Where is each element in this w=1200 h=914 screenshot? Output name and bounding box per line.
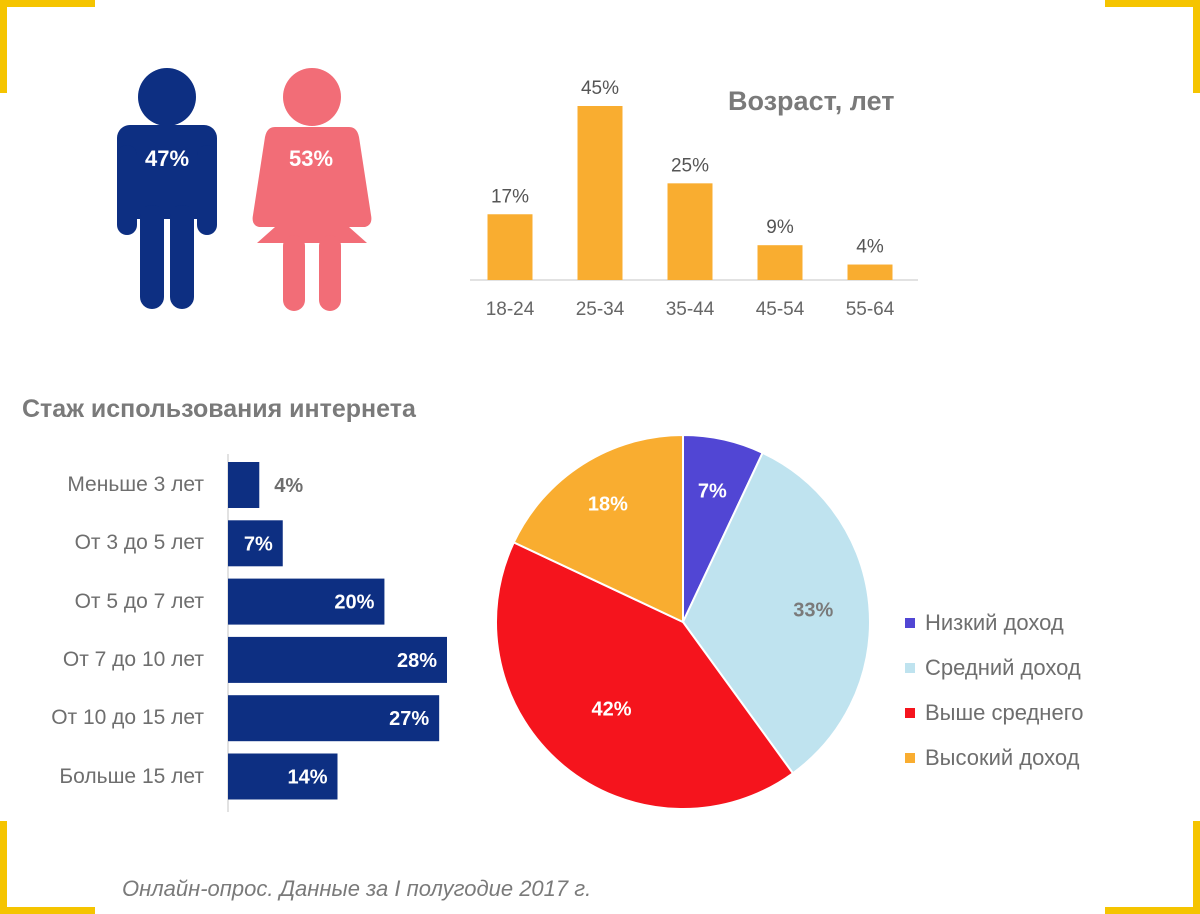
legend-label-high: Высокий доход [925,744,1080,770]
legend-item-above-average: Выше среднего [905,690,1083,735]
experience-category-label: От 3 до 5 лет [74,531,204,555]
legend-label-middle: Средний доход [925,654,1081,680]
age-bar-value-label: 17% [491,186,529,207]
male-share-label: 47% [144,146,190,171]
age-bar-value-label: 45% [581,78,619,99]
experience-bar-value-label: 14% [287,767,327,789]
legend-swatch-low [905,617,915,628]
experience-chart-title: Стаж использования интернета [22,395,416,423]
experience-bar [228,520,283,567]
age-bar-value-label: 25% [671,155,709,176]
age-bar-value-label: 4% [856,237,884,258]
experience-bar [228,636,447,683]
age-bar [487,214,533,280]
income-pie-slice [681,451,871,775]
income-pie-slice [512,433,684,624]
footnote: Онлайн-опрос. Данные за I полугодие 2017… [122,876,592,901]
age-bar [577,106,623,280]
age-bar [757,245,803,280]
income-pie-slice [495,541,795,810]
income-pie-value-label: 42% [591,698,631,720]
legend-label-low: Низкий доход [925,609,1064,635]
experience-bar [228,753,338,800]
age-bar [667,183,713,280]
legend-item-high: Высокий доход [905,735,1083,780]
income-pie-value-label: 7% [698,481,727,503]
age-bar-value-label: 9% [766,217,794,238]
corner-bracket-top-right-v [1193,0,1200,93]
experience-category-label: Больше 15 лет [59,764,204,788]
income-pie-value-label: 18% [588,494,628,516]
age-chart-title: Возраст, лет [728,86,895,116]
experience-category-label: От 7 до 10 лет [62,647,204,671]
corner-bracket-top-left-h [0,0,95,7]
experience-bar-value-label: 20% [334,592,374,614]
age-tick-label: 55-64 [846,299,895,320]
man-icon [117,68,217,309]
legend-item-middle: Средний доход [905,645,1083,690]
legend-swatch-middle [905,662,915,673]
corner-bracket-bottom-right-h [1105,907,1200,914]
experience-bar-value-label: 7% [244,533,273,555]
experience-category-label: От 10 до 15 лет [51,706,204,730]
legend-swatch-above-average [905,707,915,718]
experience-bar [228,695,440,742]
experience-bar-value-label: 28% [397,650,437,672]
corner-bracket-bottom-right-v [1193,821,1200,914]
woman-icon [252,68,372,311]
female-share-label: 53% [288,146,334,171]
experience-bar-value-label: 4% [274,475,303,497]
legend-swatch-high [905,752,915,763]
experience-bar [228,462,260,508]
corner-bracket-bottom-left-v [0,821,7,914]
experience-bar-value-label: 27% [389,708,429,730]
legend-label-above-average: Выше среднего [925,699,1084,725]
age-tick-label: 35-44 [666,299,715,320]
experience-category-label: Меньше 3 лет [67,473,204,496]
age-tick-label: 25-34 [576,299,625,320]
age-tick-label: 18-24 [486,299,535,320]
corner-bracket-bottom-left-h [0,907,95,914]
corner-bracket-top-right-h [1105,0,1200,7]
income-legend: Низкий доход Средний доход Выше среднего… [905,600,1083,780]
age-bar [847,264,893,280]
legend-item-low: Низкий доход [905,600,1083,645]
experience-bar [228,578,385,625]
income-pie-value-label: 33% [793,600,833,622]
age-tick-label: 45-54 [756,299,805,320]
corner-bracket-top-left-v [0,0,7,93]
experience-category-label: От 5 до 7 лет [74,589,204,613]
